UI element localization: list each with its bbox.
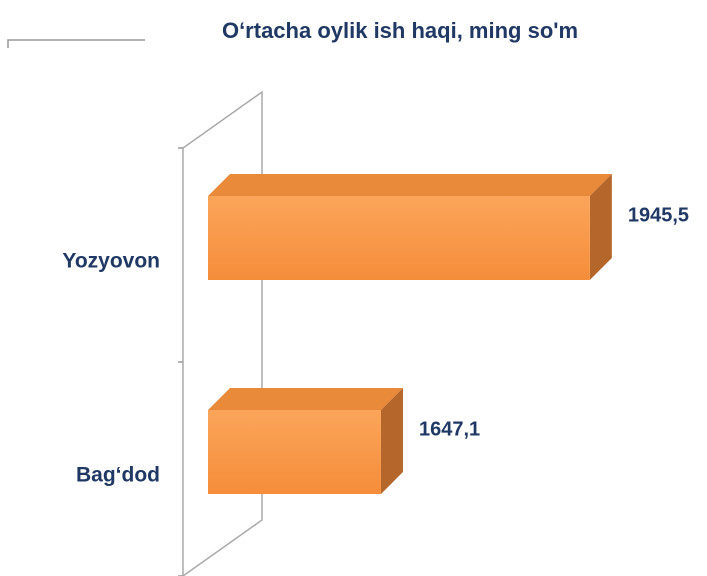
data-label: 1945,5 (628, 204, 689, 226)
bar-top (208, 388, 403, 410)
y-tick-label: Bag‘dod (76, 464, 160, 487)
bar (208, 174, 612, 280)
bar-front (208, 196, 590, 280)
chart-border (7, 39, 145, 48)
bar-top (208, 174, 612, 196)
chart-title: O‘rtacha oylik ish haqi, ming so'm (222, 18, 578, 43)
data-label: 1647,1 (419, 418, 480, 440)
bar-side (380, 388, 403, 494)
bar-front (208, 410, 381, 494)
y-tick-label: Yozyovon (62, 250, 160, 273)
bar (208, 388, 403, 494)
back-wall (182, 90, 263, 576)
bar-side (589, 174, 612, 280)
